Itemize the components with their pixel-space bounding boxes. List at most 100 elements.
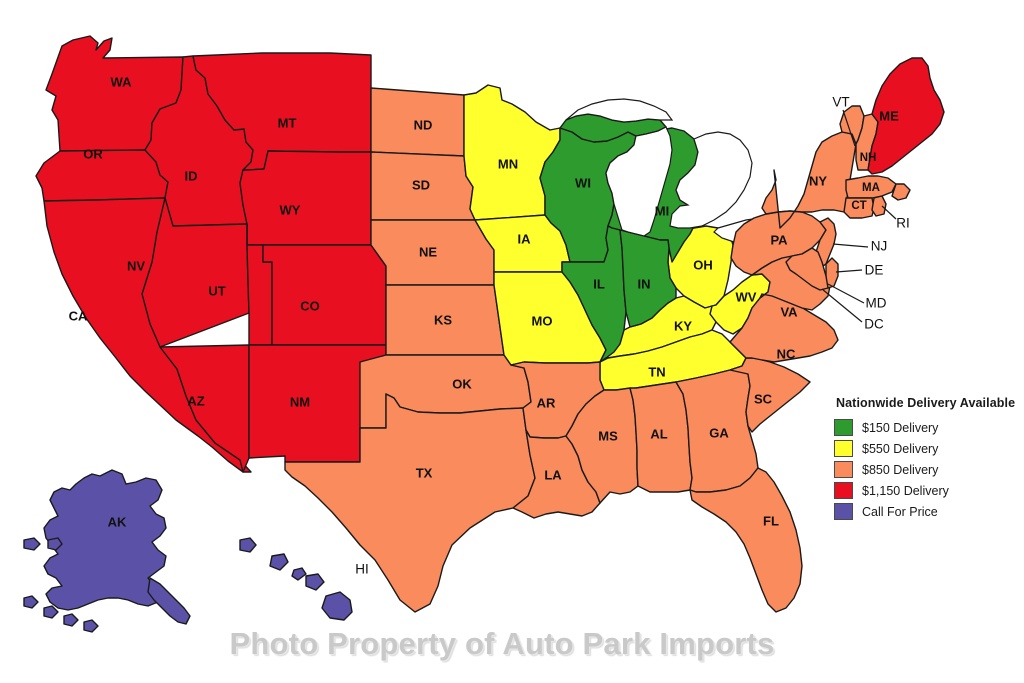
state-label-TX: TX [416,465,433,480]
callout-label-MD: MD [866,296,887,311]
legend-item-orange[interactable]: $850 Delivery [834,459,1024,480]
lake-superior [565,98,674,123]
great-lakes-group [565,98,781,243]
callout-leader-lines [821,109,897,323]
watermark-text: Photo Property of Auto Park Imports [229,626,775,661]
state-MD[interactable] [785,247,829,291]
legend-item-red[interactable]: $1,150 Delivery [834,480,1024,501]
state-label-WI: WI [575,175,591,190]
state-label-AL: AL [650,426,667,441]
state-label-WY: WY [280,202,301,217]
leader-NJ [832,243,869,248]
callout-label-DE: DE [865,263,884,278]
legend-item-green[interactable]: $150 Delivery [834,417,1024,438]
state-label-NC: NC [777,346,796,361]
state-ME[interactable] [867,57,945,175]
callout-label-NJ: NJ [871,239,888,254]
legend-swatch-orange [834,461,853,478]
state-label-AZ: AZ [187,393,204,408]
state-label-NH: NH [860,152,877,164]
state-FL[interactable] [689,467,803,613]
state-label-AK: AK [108,514,127,529]
leader-DE [835,269,863,273]
state-label-SD: SD [412,177,430,192]
state-group-plains [284,87,536,613]
state-CA[interactable] [43,197,252,473]
state-capecod[interactable] [891,183,911,201]
callout-label-DC: DC [864,317,884,332]
legend-label-green: $150 Delivery [862,420,939,435]
callout-labels-group: VT RI NJ DE MD DC HI [355,95,910,577]
state-label-ND: ND [414,117,433,132]
state-label-MI: MI [655,203,669,218]
state-MT[interactable] [192,52,372,171]
state-IN[interactable] [619,229,677,328]
state-label-MN: MN [498,156,518,171]
state-label-ME: ME [879,108,899,123]
state-label-SC: SC [754,391,773,406]
leader-MD [827,283,865,304]
leader-VT [842,109,856,147]
state-label-CO: CO [300,298,320,313]
legend-label-orange: $850 Delivery [862,462,939,477]
state-TX[interactable] [284,393,536,613]
state-label-MT: MT [278,115,297,130]
state-label-KS: KS [434,312,452,327]
state-IL[interactable] [561,225,627,363]
state-label-UT: UT [208,283,225,298]
legend-swatch-purple [834,503,853,520]
state-label-ID: ID [185,168,198,183]
lake-michigan [605,126,673,237]
legend-label-red: $1,150 Delivery [862,483,949,498]
state-AK[interactable] [43,469,167,611]
state-AK-islands[interactable] [23,595,99,633]
state-CT[interactable] [843,197,875,219]
state-label-IL: IL [593,276,605,291]
legend-item-purple[interactable]: Call For Price [834,501,1024,522]
state-label-NY: NY [809,173,827,188]
state-label-NV: NV [127,258,145,273]
legend-title: Nationwide Delivery Available [836,396,1016,410]
state-group-west [35,35,387,473]
state-label-PA: PA [770,232,788,247]
state-label-CT: CT [851,200,866,212]
callout-label-RI: RI [896,216,910,231]
state-AK-panhandle[interactable] [147,577,191,625]
state-label-MS: MS [598,428,618,443]
state-label-OK: OK [452,376,472,391]
leader-DC [821,288,863,323]
state-label-NM: NM [290,394,310,409]
legend-swatch-red [834,482,853,499]
state-CO[interactable] [262,244,387,346]
state-label-IA: IA [518,231,532,246]
state-label-TN: TN [648,364,665,379]
state-label-NE: NE [419,244,437,259]
leader-RI [881,205,897,220]
state-RI[interactable] [871,195,887,217]
state-label-KY: KY [674,318,692,333]
state-group-south [510,57,945,613]
legend-item-yellow[interactable]: $550 Delivery [834,438,1024,459]
state-label-FL: FL [763,513,779,528]
state-label-AR: AR [537,395,556,410]
lake-huron-erie [669,131,753,229]
state-label-WV: WV [736,289,757,304]
legend-label-purple: Call For Price [862,504,938,519]
state-labels-group: WA OR ID MT WY NV UT CO CA AZ NM ND SD NE KS OK TX MN IA MO… [69,74,899,529]
legend-swatch-green [834,419,853,436]
state-AK-aleutian[interactable] [23,537,63,551]
state-HI[interactable] [239,537,353,621]
state-LA[interactable] [512,429,601,519]
legend-swatch-yellow [834,440,853,457]
callout-label-HI: HI [355,562,369,577]
state-label-WA: WA [111,74,133,89]
state-label-MO: MO [532,313,553,328]
map-legend: Nationwide Delivery Available $150 Deliv… [834,396,1024,522]
state-label-IN: IN [638,276,651,291]
legend-rows: $150 Delivery $550 Delivery $850 Delivery $… [834,417,1024,522]
state-label-MA: MA [862,182,880,194]
state-label-LA: LA [544,467,562,482]
legend-label-yellow: $550 Delivery [862,441,939,456]
